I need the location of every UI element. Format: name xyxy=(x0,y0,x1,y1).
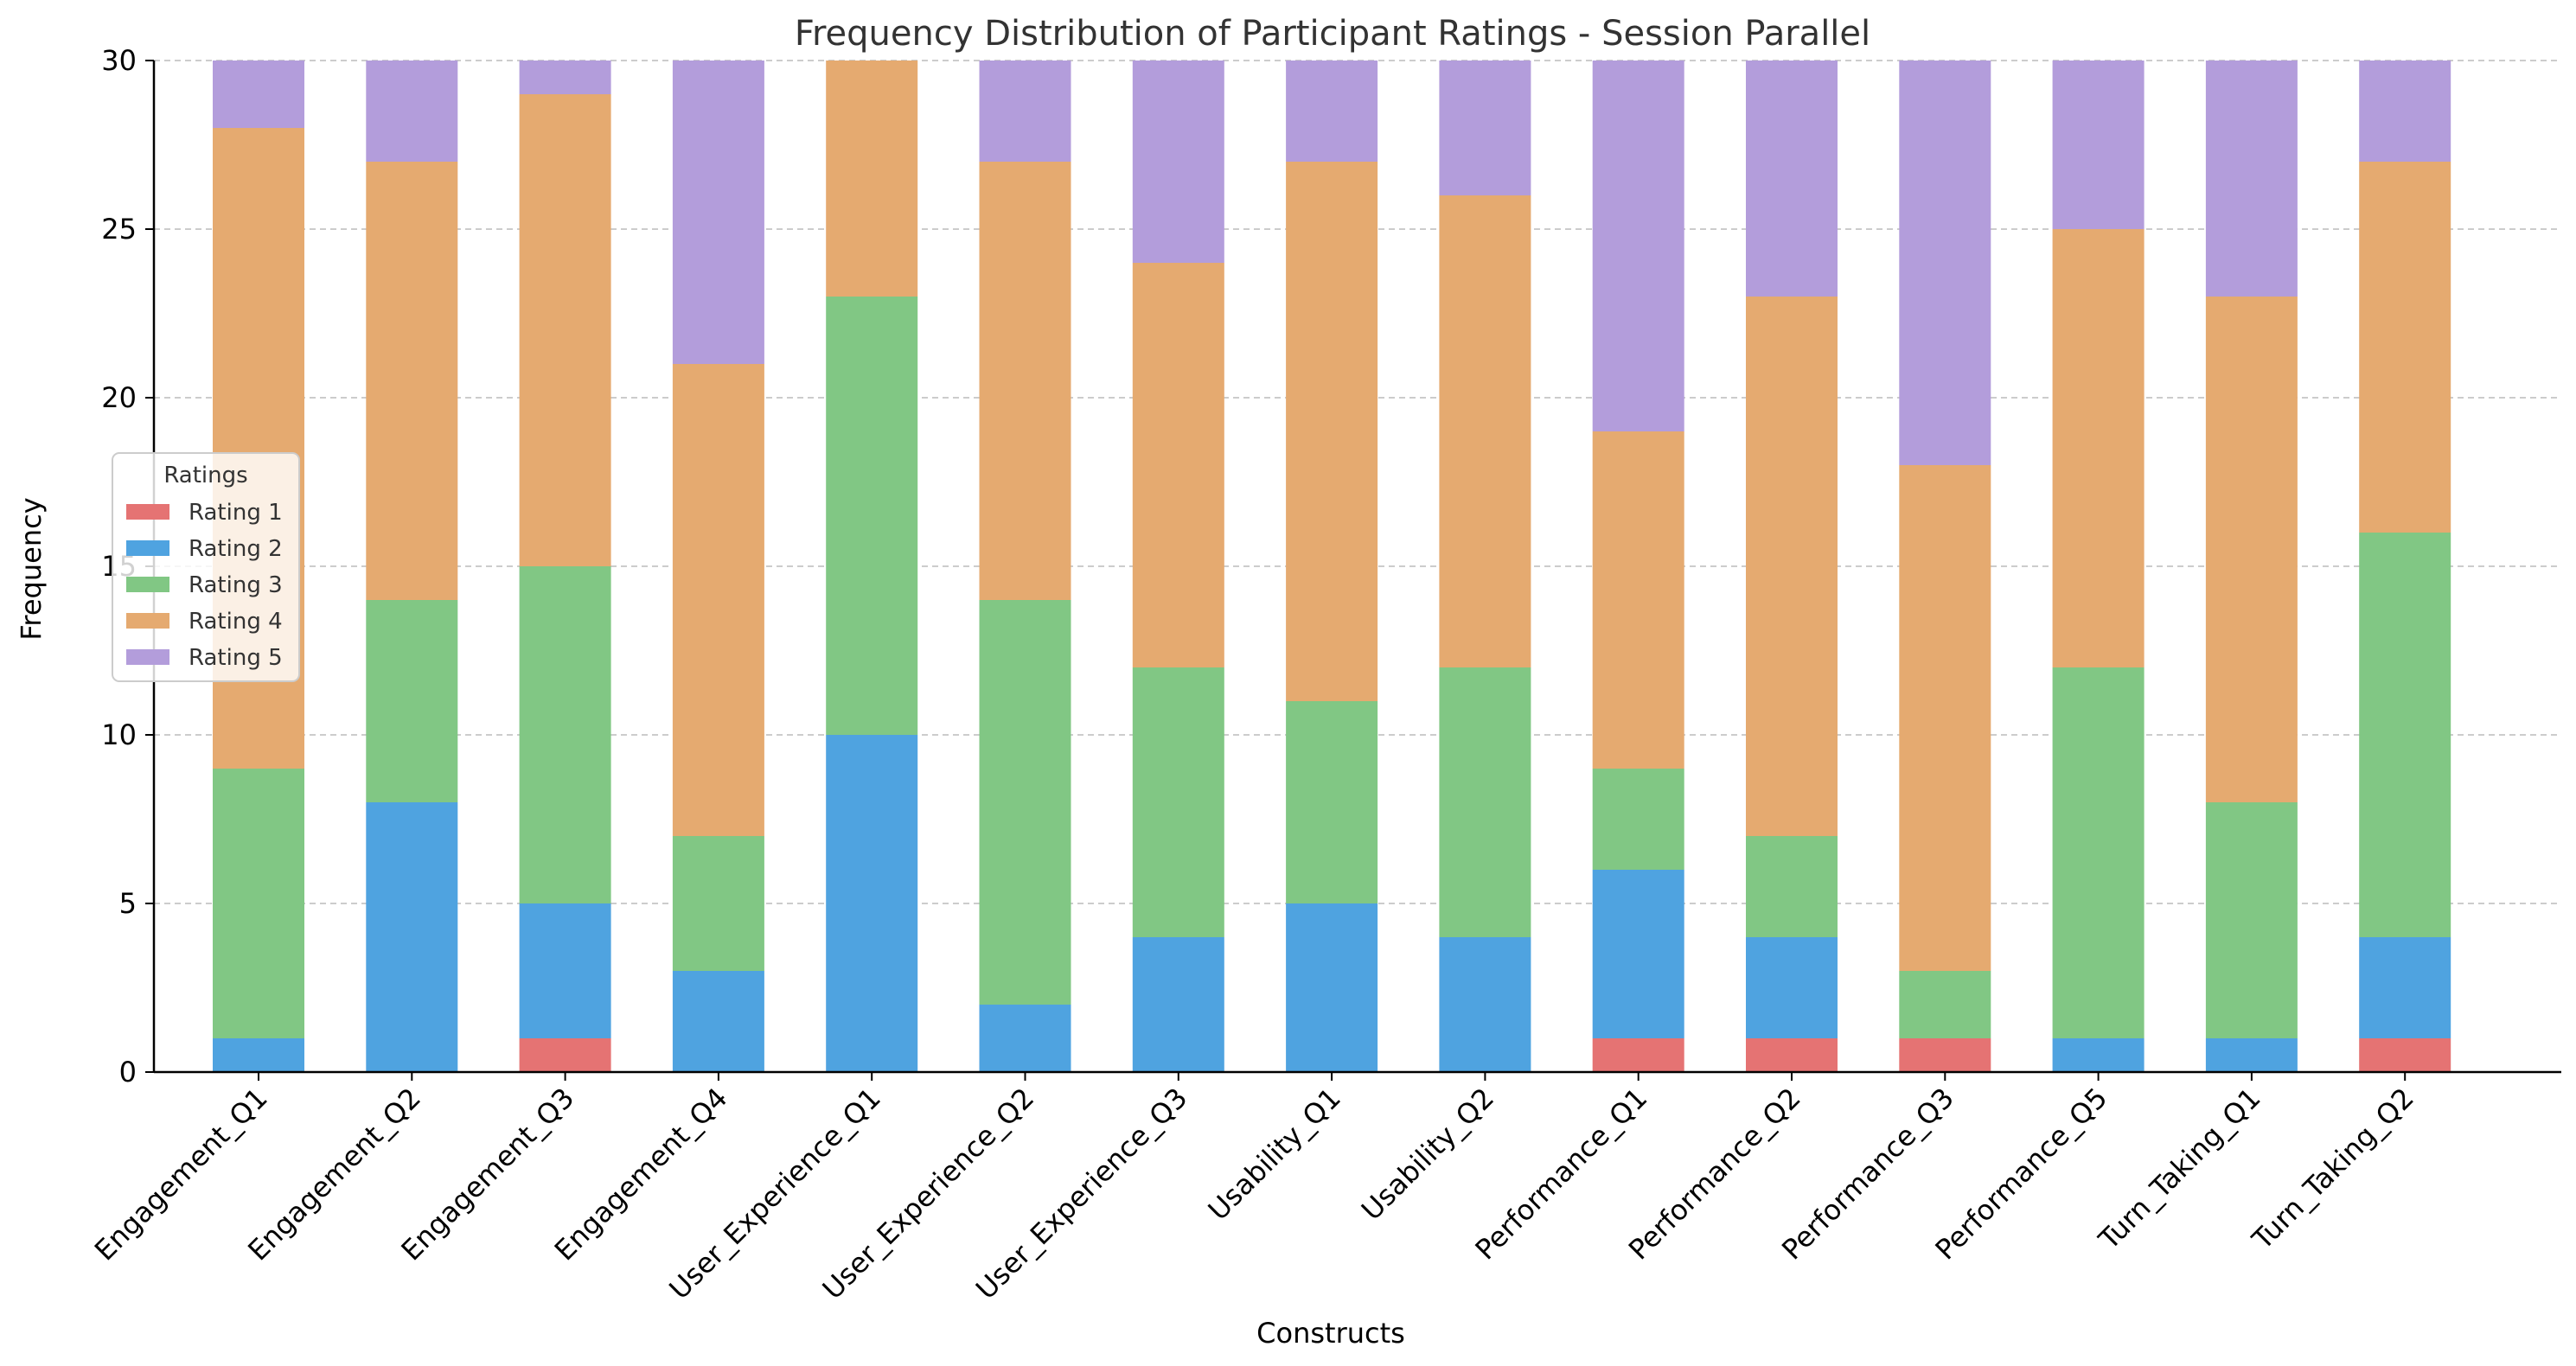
bar-performance-q5-rating-5 xyxy=(2052,61,2145,229)
bar-performance-q5-rating-2 xyxy=(2052,1038,2145,1072)
bar-user-experience-q1-rating-4 xyxy=(826,61,918,297)
bar-performance-q2-rating-3 xyxy=(1746,836,1838,937)
y-ticks: 051015202530 xyxy=(101,44,154,1088)
bar-user-experience-q3-rating-4 xyxy=(1132,263,1224,667)
bar-usability-q2-rating-4 xyxy=(1439,195,1531,667)
bar-performance-q3-rating-1 xyxy=(1899,1038,1991,1072)
bar-usability-q2-rating-2 xyxy=(1439,937,1531,1072)
legend-swatch-rating-1 xyxy=(126,504,169,520)
bar-engagement-q2-rating-4 xyxy=(366,162,458,600)
bar-performance-q5-rating-3 xyxy=(2052,667,2145,1038)
chart-title: Frequency Distribution of Participant Ra… xyxy=(795,14,1870,54)
bar-engagement-q1-rating-2 xyxy=(213,1038,304,1072)
legend-swatch-rating-4 xyxy=(126,613,169,629)
bar-user-experience-q2-rating-4 xyxy=(979,162,1071,600)
bar-engagement-q2-rating-5 xyxy=(366,61,458,162)
bar-usability-q1-rating-5 xyxy=(1286,61,1378,162)
legend-swatch-rating-2 xyxy=(126,540,169,556)
bar-turn-taking-q1-rating-2 xyxy=(2205,1038,2298,1072)
bar-performance-q3-rating-4 xyxy=(1899,465,1991,971)
y-axis-label: Frequency xyxy=(15,497,48,640)
bar-user-experience-q3-rating-3 xyxy=(1132,667,1224,937)
legend-swatch-rating-5 xyxy=(126,649,169,665)
bar-engagement-q3-rating-2 xyxy=(519,903,611,1038)
legend: Ratings Rating 1 Rating 2 Rating 3 Rating 4… xyxy=(112,452,300,682)
legend-items: Rating 1 Rating 2 Rating 3 Rating 4 Rating 5 xyxy=(126,500,283,671)
bar-user-experience-q2-rating-3 xyxy=(979,600,1071,1005)
bar-turn-taking-q2-rating-2 xyxy=(2359,937,2451,1038)
bar-user-experience-q2-rating-5 xyxy=(979,61,1071,162)
bar-performance-q1-rating-2 xyxy=(1592,870,1684,1038)
bar-user-experience-q2-rating-2 xyxy=(979,1005,1071,1072)
bar-performance-q3-rating-5 xyxy=(1899,61,1991,465)
legend-title: Ratings xyxy=(163,463,247,488)
bar-turn-taking-q1-rating-5 xyxy=(2205,61,2298,297)
bar-engagement-q1-rating-3 xyxy=(213,769,304,1038)
bar-engagement-q4-rating-3 xyxy=(672,836,764,971)
y-tick-label: 30 xyxy=(101,44,137,77)
bar-usability-q1-rating-3 xyxy=(1286,701,1378,903)
y-tick-label: 25 xyxy=(101,213,137,246)
bar-usability-q2-rating-3 xyxy=(1439,667,1531,937)
y-tick-label: 5 xyxy=(119,887,137,920)
bar-turn-taking-q2-rating-1 xyxy=(2359,1038,2451,1072)
bar-user-experience-q1-rating-3 xyxy=(826,297,918,735)
x-axis-label: Constructs xyxy=(1256,1317,1405,1350)
bar-engagement-q3-rating-4 xyxy=(519,94,611,566)
bar-usability-q1-rating-2 xyxy=(1286,903,1378,1072)
bar-user-experience-q1-rating-2 xyxy=(826,735,918,1072)
bar-turn-taking-q1-rating-4 xyxy=(2205,297,2298,802)
bar-engagement-q1-rating-5 xyxy=(213,61,304,128)
bar-engagement-q2-rating-3 xyxy=(366,600,458,802)
bar-user-experience-q3-rating-5 xyxy=(1132,61,1224,263)
bars-layer xyxy=(213,61,2451,1072)
bar-usability-q2-rating-5 xyxy=(1439,61,1531,195)
bar-performance-q5-rating-4 xyxy=(2052,229,2145,667)
bar-performance-q2-rating-2 xyxy=(1746,937,1838,1038)
bar-performance-q1-rating-5 xyxy=(1592,61,1684,431)
bar-engagement-q2-rating-2 xyxy=(366,802,458,1072)
legend-swatch-rating-3 xyxy=(126,577,169,592)
bar-performance-q1-rating-1 xyxy=(1592,1038,1684,1072)
legend-label-rating-4: Rating 4 xyxy=(189,609,283,635)
y-tick-label: 10 xyxy=(101,718,137,751)
bar-engagement-q4-rating-4 xyxy=(672,364,764,836)
bar-engagement-q3-rating-3 xyxy=(519,566,611,903)
legend-label-rating-2: Rating 2 xyxy=(189,536,283,562)
bar-performance-q1-rating-4 xyxy=(1592,431,1684,769)
bar-turn-taking-q2-rating-4 xyxy=(2359,162,2451,533)
bar-engagement-q3-rating-5 xyxy=(519,61,611,94)
y-tick-label: 0 xyxy=(119,1056,137,1088)
bar-turn-taking-q2-rating-5 xyxy=(2359,61,2451,162)
legend-label-rating-1: Rating 1 xyxy=(189,500,283,526)
bar-usability-q1-rating-4 xyxy=(1286,162,1378,701)
bar-performance-q2-rating-5 xyxy=(1746,61,1838,297)
bar-performance-q2-rating-1 xyxy=(1746,1038,1838,1072)
bar-turn-taking-q2-rating-3 xyxy=(2359,533,2451,937)
bar-turn-taking-q1-rating-3 xyxy=(2205,802,2298,1038)
bar-engagement-q3-rating-1 xyxy=(519,1038,611,1072)
bar-performance-q2-rating-4 xyxy=(1746,297,1838,836)
bar-engagement-q4-rating-5 xyxy=(672,61,764,364)
bar-user-experience-q3-rating-2 xyxy=(1132,937,1224,1072)
y-tick-label: 20 xyxy=(101,381,137,414)
bar-engagement-q4-rating-2 xyxy=(672,971,764,1072)
legend-label-rating-3: Rating 3 xyxy=(189,572,283,598)
bar-performance-q1-rating-3 xyxy=(1592,769,1684,870)
legend-label-rating-5: Rating 5 xyxy=(189,645,283,671)
bar-performance-q3-rating-3 xyxy=(1899,971,1991,1038)
